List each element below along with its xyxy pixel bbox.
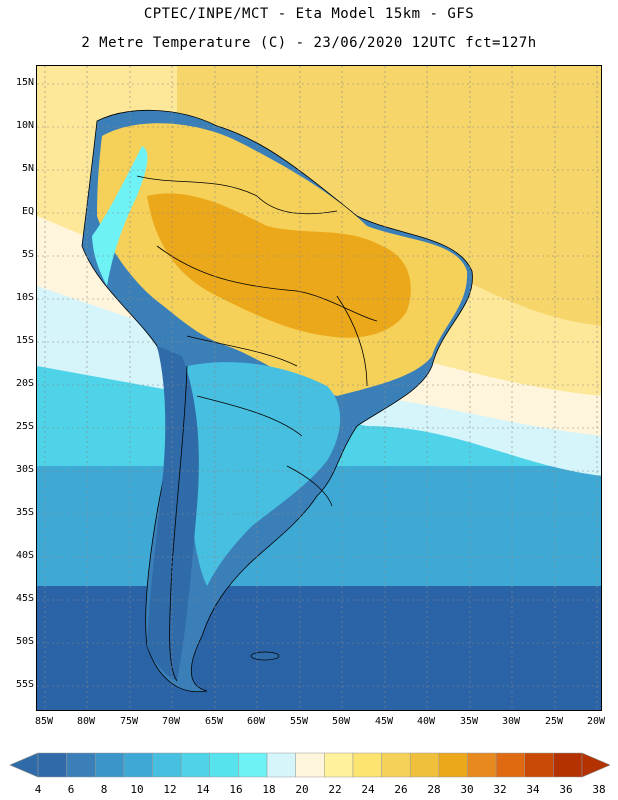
colorbar-label-26: 26 [394,783,408,796]
colorbar-cell [152,752,182,778]
colorbar-label-16: 16 [229,783,243,796]
lon-label-35w: 35W [459,716,479,727]
colorbar-label-12: 12 [163,783,177,796]
colorbar-cell [95,752,125,778]
colorbar-cell [409,752,440,778]
colorbar-cell [381,752,411,778]
lon-label-65w: 65W [204,716,224,727]
colorbar-label-18: 18 [262,783,276,796]
colorbar-cell [123,752,153,778]
colorbar-cell [438,752,468,778]
lat-label-20s: 20S [15,378,34,389]
lat-label-15s: 15S [15,335,34,346]
title-line-2: 2 Metre Temperature (C) - 23/06/2020 12U… [81,35,537,51]
colorbar-arrow-left [10,752,39,778]
colorbar-cell [209,752,239,778]
lat-label-5s: 5S [21,249,34,260]
lat-label-45s: 45S [15,593,34,604]
lat-label-15n: 15N [15,77,34,88]
lat-label-35s: 35S [15,507,34,518]
lon-label-30w: 30W [501,716,521,727]
andes-north-strip [92,146,148,286]
lon-label-45w: 45W [374,716,394,727]
lat-label-10n: 10N [15,120,34,131]
colorbar-cell [266,752,296,778]
border-uruguay [286,465,333,507]
lat-label-55s: 55S [15,679,34,690]
lon-label-40w: 40W [416,716,436,727]
border-south-2 [196,395,303,437]
lat-label-eq: EQ [21,206,34,217]
colorbar-label-20: 20 [295,783,309,796]
lon-label-50w: 50W [331,716,351,727]
lon-label-80w: 80W [76,716,96,727]
lon-label-70w: 70W [161,716,181,727]
colorbar-cell [524,752,554,778]
title-line-1: CPTEC/INPE/MCT - Eta Model 15km - GFS [143,6,475,22]
colorbar-label-36: 36 [559,783,573,796]
colorbar-label-34: 34 [526,783,540,796]
border-brazil-east [336,295,368,387]
colorbar-label-22: 22 [328,783,342,796]
lat-label-30s: 30S [15,464,34,475]
ocean-warm-band [177,66,601,326]
colorbar-cell [467,752,497,778]
border-argentina-chile [169,365,188,682]
colorbar-cells [37,752,583,778]
colorbar-cell [553,752,583,778]
border-north [136,175,338,215]
colorbar-label-24: 24 [361,783,375,796]
lon-label-60w: 60W [246,716,266,727]
colorbar-cell [495,752,525,778]
lon-label-20w: 20W [586,716,606,727]
colorbar-cell [295,752,325,778]
falkland-islands [250,651,280,661]
colorbar-cell [324,752,354,778]
colorbar-cell [66,752,96,778]
map-canvas [37,66,601,710]
lon-label-25w: 25W [544,716,564,727]
andes-cold-strip [147,346,199,681]
border-south-1 [186,335,298,367]
lat-label-5n: 5N [21,163,34,174]
colorbar-label-4: 4 [34,783,42,796]
colorbar-label-8: 8 [100,783,108,796]
colorbar-label-6: 6 [67,783,75,796]
southern-cool-region [185,362,341,586]
colorbar-label-30: 30 [460,783,474,796]
colorbar-arrow-right [581,752,610,778]
colorbar [10,752,610,778]
colorbar-label-10: 10 [130,783,144,796]
colorbar-label-28: 28 [427,783,441,796]
colorbar-cell [238,752,268,778]
central-hot-region [147,193,411,338]
lon-label-55w: 55W [289,716,309,727]
lat-label-50s: 50S [15,636,34,647]
colorbar-label-38: 38 [592,783,606,796]
colorbar-cell [180,752,211,778]
lon-label-85w: 85W [34,716,54,727]
colorbar-label-32: 32 [493,783,507,796]
border-amazon [156,245,378,322]
temperature-map [36,65,602,711]
country-borders [136,175,378,682]
lon-label-75w: 75W [119,716,139,727]
lat-label-25s: 25S [15,421,34,432]
graticule [37,66,601,710]
colorbar-cell [352,752,382,778]
lat-label-10s: 10S [15,292,34,303]
colorbar-cell [37,752,67,778]
colorbar-label-14: 14 [196,783,210,796]
lat-label-40s: 40S [15,550,34,561]
